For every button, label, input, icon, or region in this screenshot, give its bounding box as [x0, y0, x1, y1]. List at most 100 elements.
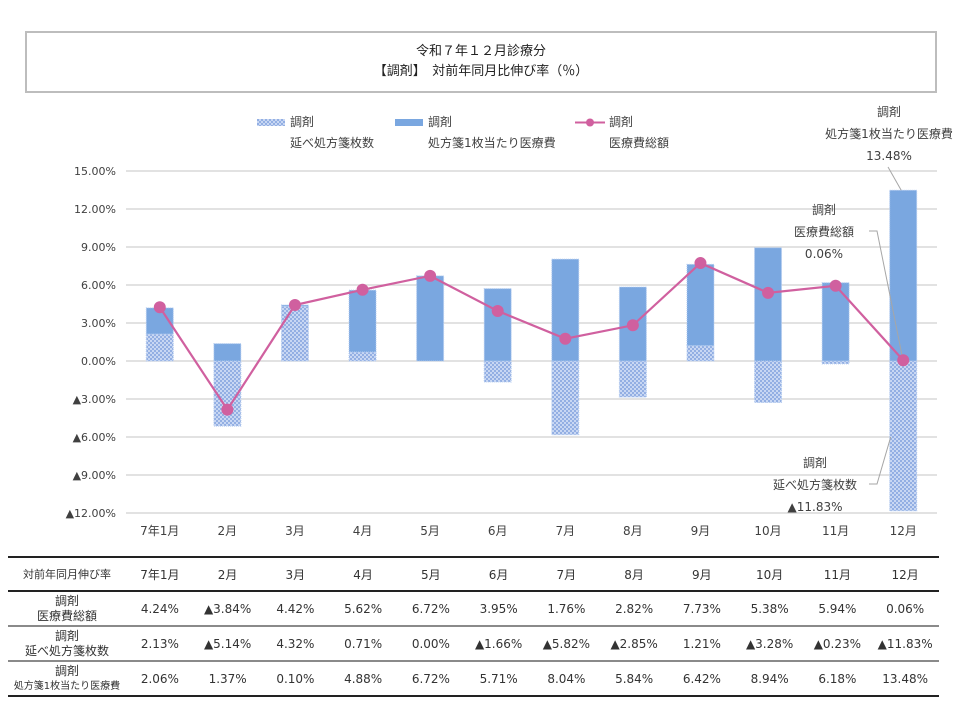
table-cell: 1.76%	[532, 591, 601, 627]
table-cell: 5.38%	[735, 591, 804, 627]
line-marker	[153, 301, 166, 314]
row-label-line: 処方箋1枚当たり医療費	[13, 680, 121, 692]
table-cell: ▲3.84%	[193, 591, 262, 627]
x-tick-label: 4月	[353, 524, 373, 538]
x-tick-label: 8月	[623, 524, 643, 538]
bar-prescription-count	[821, 360, 850, 365]
table-column-header: 5月	[397, 556, 465, 592]
legend-label-line1: 調剤	[290, 115, 315, 129]
table-column-header: 12月	[871, 556, 939, 592]
table-cell: 4.88%	[329, 661, 397, 697]
x-tick-label: 12月	[890, 524, 917, 538]
table-cell: 0.00%	[397, 626, 465, 662]
line-marker	[829, 279, 842, 292]
y-axis-tick-labels: 15.00% 12.00% 9.00% 6.00% 3.00% 0.00% ▲3.00% ▲6…	[66, 165, 116, 520]
x-tick-label: 6月	[488, 524, 508, 538]
table-cell: 5.84%	[600, 661, 668, 697]
y-tick-label: 3.00%	[81, 317, 116, 330]
y-tick-label: 12.00%	[74, 203, 116, 216]
table-cell: 8.94%	[735, 661, 804, 697]
table-column-header: 10月	[735, 556, 804, 592]
table-row-label: 調剤 延べ処方箋枚数	[8, 626, 126, 662]
y-tick-label: 0.00%	[81, 355, 116, 368]
leader-line	[887, 166, 902, 191]
line-marker	[491, 304, 504, 317]
table-cell: 3.95%	[464, 591, 533, 627]
table-cell: ▲3.28%	[735, 626, 804, 662]
line-marker	[626, 319, 639, 332]
leader-line	[869, 436, 892, 485]
table-cell: 4.32%	[261, 626, 330, 662]
legend-label-line2: 延べ処方箋枚数	[290, 136, 375, 150]
x-tick-label: 3月	[285, 524, 305, 538]
table-column-header: 4月	[329, 556, 397, 592]
table-row: 調剤 延べ処方箋枚数 2.13% ▲5.14% 4.32% 0.71% 0.00% ▲1.66…	[8, 626, 939, 662]
stacked-bars	[145, 189, 918, 512]
x-tick-label: 11月	[822, 524, 849, 538]
row-label-line: 調剤	[54, 628, 79, 643]
table-cell: ▲5.14%	[193, 626, 262, 662]
bar-prescription-count	[280, 305, 309, 362]
table-cell: 2.13%	[126, 626, 194, 662]
line-marker	[559, 332, 572, 345]
chart-plot: 15.00% 12.00% 9.00% 6.00% 3.00% 0.00% ▲3.00% ▲6…	[66, 165, 937, 538]
legend-label-line1: 調剤	[428, 115, 453, 129]
table-cell: 2.06%	[126, 661, 194, 697]
bar-cost-per-prescription	[551, 258, 580, 362]
table-cell: ▲11.83%	[871, 626, 939, 662]
bar-prescription-count	[348, 351, 377, 362]
table-cell: 6.72%	[397, 591, 465, 627]
table-cell: 5.62%	[329, 591, 397, 627]
table-column-header: 7年1月	[126, 556, 194, 592]
line-marker	[424, 269, 437, 282]
bar-cost-per-prescription	[416, 275, 445, 362]
row-label-line: 調剤	[54, 663, 79, 678]
table-row-label: 調剤 医療費総額	[8, 591, 126, 627]
total-cost-line-series	[153, 257, 910, 416]
bar-prescription-count	[483, 360, 512, 383]
bar-cost-per-prescription	[483, 288, 512, 362]
bar-cost-per-prescription	[889, 189, 918, 362]
bar-prescription-count	[686, 345, 715, 362]
annotation-cost-per-prescription: 調剤 処方箋1枚当たり医療費 13.48%	[825, 101, 953, 167]
table-cell: ▲1.66%	[464, 626, 533, 662]
gridlines	[126, 170, 937, 514]
solid-bar-swatch-icon	[395, 119, 423, 126]
bar-prescription-count	[618, 360, 647, 398]
table-column-header: 7月	[532, 556, 601, 592]
y-tick-label: ▲3.00%	[73, 393, 116, 406]
line-marker-swatch-icon	[575, 118, 605, 127]
legend-label-line2: 医療費総額	[609, 136, 670, 150]
table-cell: 5.71%	[464, 661, 533, 697]
annotation-value: 13.48%	[866, 149, 912, 163]
annotation-value: ▲11.83%	[787, 500, 843, 514]
annotation-prescription-count: 調剤 延べ処方箋枚数 ▲11.83%	[773, 452, 857, 518]
leader-line	[869, 230, 903, 357]
legend-item-prescription-count: 調剤 延べ処方箋枚数	[257, 114, 387, 154]
table-cell: 6.72%	[397, 661, 465, 697]
annotation-value: 0.06%	[804, 247, 844, 261]
table-cell: 0.10%	[261, 661, 330, 697]
table-row: 調剤 医療費総額 4.24% ▲3.84% 4.42% 5.62% 6.72% 3.95% 1.…	[8, 591, 939, 627]
row-label-line: 医療費総額	[36, 608, 97, 623]
table-cell: 7.73%	[668, 591, 736, 627]
bar-prescription-count	[551, 360, 580, 436]
table-row-label: 調剤処方箋1枚当たり医療費	[8, 661, 126, 697]
y-tick-label: ▲12.00%	[66, 507, 116, 520]
bar-prescription-count	[145, 333, 174, 362]
y-tick-label: 6.00%	[81, 279, 116, 292]
y-tick-label: 9.00%	[81, 241, 116, 254]
table-row: 調剤 処方箋1枚当たり医療費 2.06% 1.37% 0.10% 4.88% 6.72% 5.…	[8, 661, 939, 697]
line-marker	[762, 286, 775, 299]
annotation-leader-lines	[869, 166, 903, 485]
bar-prescription-count	[889, 360, 918, 512]
data-table: 対前年同月伸び率 7年1月 2月 3月 4月 5月 6月 7月 8月 9月 10月 11月 12月 調剤医…	[8, 556, 939, 697]
table-cell: 0.06%	[871, 591, 939, 627]
table-column-header: 2月	[193, 556, 262, 592]
chart-title-box: 令和７年１２月診療分 【調剤】 対前年同月比伸び率（％）	[25, 31, 937, 93]
table-cell: 5.94%	[803, 591, 872, 627]
line-marker	[897, 354, 910, 367]
table-cell: ▲0.23%	[803, 626, 872, 662]
legend-label-line2: 処方箋1枚当たり医療費	[428, 136, 556, 150]
annotation-line: 延べ処方箋枚数	[772, 478, 858, 492]
